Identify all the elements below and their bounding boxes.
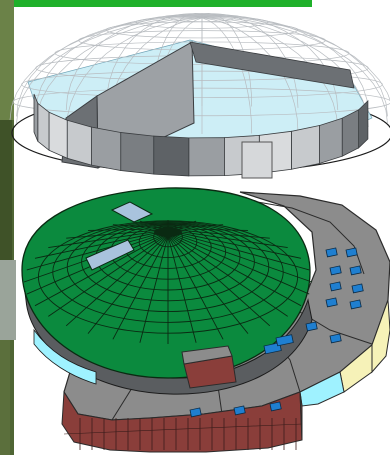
annex-window	[351, 283, 364, 294]
ring-wall-back-band	[189, 41, 355, 89]
annex-window	[263, 342, 282, 355]
dome-meridian-line	[167, 230, 310, 271]
dome-skylights	[85, 201, 154, 271]
annex-window	[275, 334, 294, 347]
annex-window	[325, 297, 338, 308]
wireframe-doorway	[241, 141, 273, 179]
ring-wall-segment	[91, 126, 122, 171]
dome-meridian-line	[112, 224, 169, 229]
dome-meridian-line	[167, 230, 302, 259]
annex-window	[329, 333, 342, 344]
dome-meridian-line	[167, 228, 249, 231]
wire-meridian-line	[65, 14, 203, 111]
dome-meridian-line	[167, 233, 302, 307]
dome-meridian-line	[167, 235, 224, 340]
wire-meridian-line	[201, 15, 388, 117]
ring-wall-segment	[291, 125, 320, 170]
wire-meridian-line	[105, 13, 203, 108]
dome-meridian-line	[48, 229, 169, 249]
ring-wall-segment	[33, 93, 39, 142]
dome-meridian-line	[167, 234, 271, 327]
dome-meridian-line	[34, 233, 169, 307]
dome-meridian-line	[66, 228, 169, 239]
dome-meridian-line	[112, 235, 169, 340]
ring-wall-segment	[120, 132, 155, 175]
wireframe-ring-wall	[33, 41, 369, 177]
annex-window	[305, 321, 318, 332]
ring-wall-segment	[153, 135, 190, 177]
annex-window	[189, 407, 202, 418]
dome-meridian-line	[48, 233, 169, 317]
dome-meridian-line	[87, 228, 169, 231]
shaded-dome-building	[21, 187, 390, 453]
wire-meridian-line	[201, 17, 299, 133]
ring-wall-segment	[319, 117, 343, 165]
annex-brick-walls	[61, 299, 390, 453]
dome-meridian-line	[65, 234, 169, 327]
annex-windows	[189, 247, 364, 418]
wire-meridian-line	[35, 14, 203, 114]
left-foliage-background	[0, 0, 16, 455]
top-accent-bar	[14, 0, 312, 7]
dome-meridian-line	[34, 230, 169, 259]
dome-meridian-line	[167, 235, 249, 334]
ring-wall-segment	[341, 109, 359, 157]
dome-grid-lines	[23, 220, 313, 344]
annex-window	[329, 281, 342, 292]
dome-meridian-line	[167, 220, 197, 229]
wire-meridian-line	[201, 17, 339, 130]
dome-meridian-line	[167, 232, 310, 295]
wireframe-dome-model	[9, 13, 390, 179]
annex-window	[325, 247, 338, 258]
annex-window	[345, 247, 358, 258]
dome-meridian-line	[167, 224, 224, 229]
dome-meridian-line	[139, 235, 169, 343]
annex-window	[349, 265, 362, 276]
annex-window	[349, 299, 362, 310]
dome-meridian-line	[167, 231, 313, 283]
wire-meridian-line	[201, 14, 369, 114]
dome-base-glass	[33, 328, 97, 385]
ring-wall-segment	[48, 111, 68, 159]
ring-wall-segment	[66, 119, 92, 166]
dome-meridian-line	[139, 220, 169, 229]
wire-meridian-line	[201, 16, 388, 124]
brick-course-line	[63, 423, 303, 435]
dome-meridian-line	[167, 235, 197, 343]
brick-wall-joints	[63, 418, 303, 450]
wire-meridian-line	[35, 16, 203, 128]
dome-meridian-line	[87, 235, 169, 334]
wire-meridian-line	[65, 17, 203, 130]
dome-meridian-line	[167, 233, 288, 317]
base-entry-roof	[181, 345, 233, 365]
annex-window	[269, 401, 282, 412]
wire-meridian-line	[16, 16, 203, 124]
dome-meridian-line	[167, 228, 270, 239]
ring-wall-segment	[188, 137, 225, 177]
dome-apex-oculus	[154, 227, 182, 237]
dome-meridian-line	[26, 230, 169, 271]
dome-meridian-line	[167, 229, 288, 249]
annex-window	[233, 405, 246, 416]
annex-window	[329, 265, 342, 276]
wire-meridian-line	[201, 16, 369, 128]
